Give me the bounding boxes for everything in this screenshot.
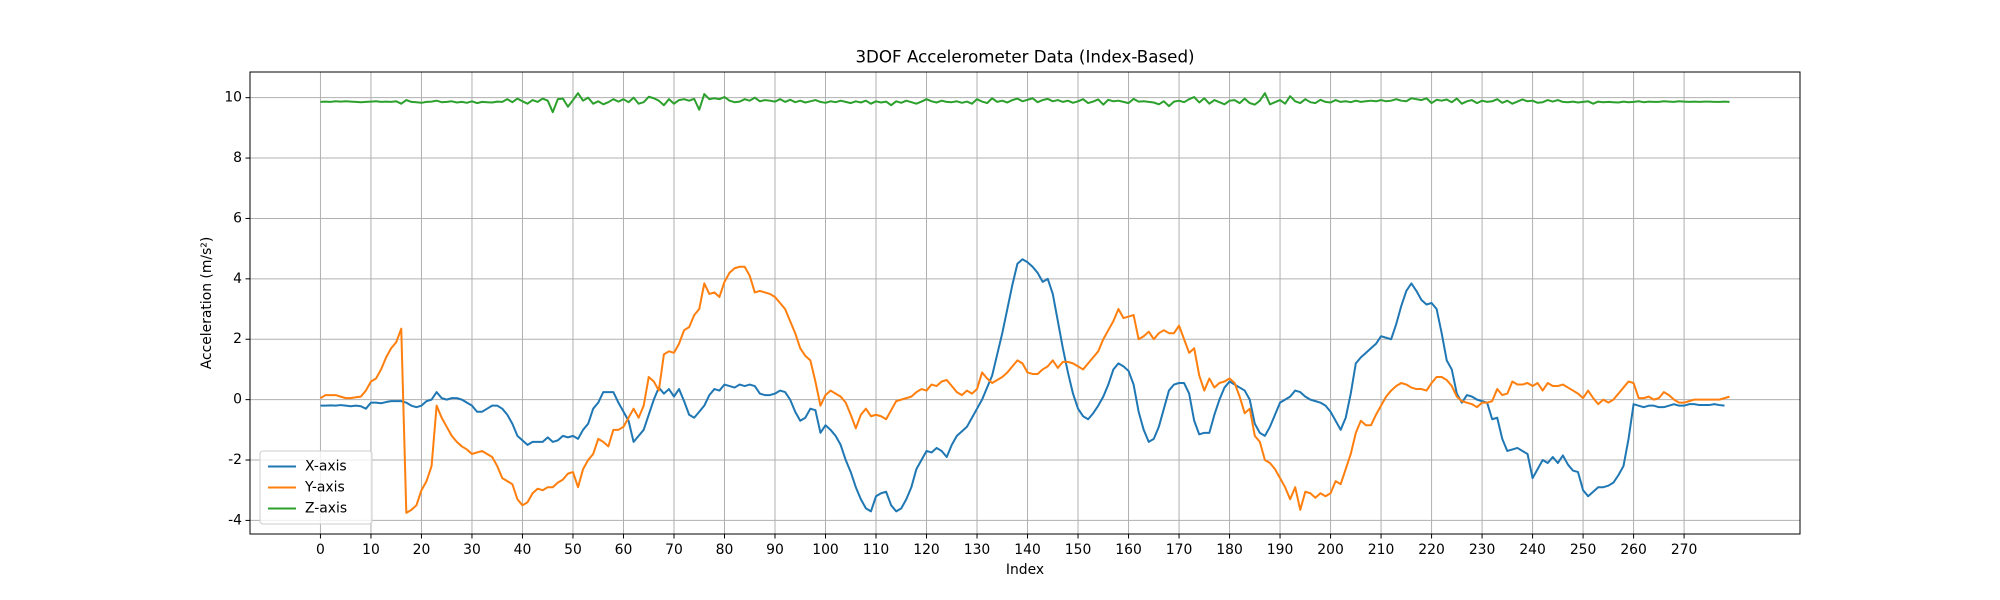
x-tick-label: 200 (1317, 542, 1344, 558)
y-tick-label: 4 (233, 271, 242, 287)
x-tick-label: 160 (1115, 542, 1142, 558)
x-tick-label: 140 (1014, 542, 1041, 558)
x-tick-label: 50 (564, 542, 582, 558)
legend-label: Z-axis (305, 501, 347, 517)
data-line (320, 258, 1725, 513)
data-line (320, 92, 1730, 114)
y-tick-label: -4 (228, 512, 242, 528)
x-tick-label: 170 (1166, 542, 1193, 558)
plot-frame (249, 71, 1801, 535)
legend: X-axis Y-axis Z-axis (259, 450, 373, 525)
x-tick-label: 180 (1216, 542, 1243, 558)
x-tick-label: 60 (615, 542, 633, 558)
y-tick-label: 8 (233, 150, 242, 166)
x-tick-label: 130 (964, 542, 991, 558)
x-tick-label: 120 (913, 542, 940, 558)
x-tick-label: 240 (1519, 542, 1546, 558)
x-tick-label: 210 (1368, 542, 1395, 558)
legend-box (259, 450, 373, 525)
x-tick-label: 260 (1620, 542, 1647, 558)
x-tick-label: 230 (1469, 542, 1496, 558)
legend-label: Y-axis (304, 480, 345, 496)
y-tick-label: -2 (228, 452, 242, 468)
y-tick-label: 6 (233, 210, 242, 226)
x-tick-label: 220 (1418, 542, 1445, 558)
x-tick-label: 80 (716, 542, 734, 558)
x-tick-label: 30 (463, 542, 481, 558)
x-tick-label: 70 (665, 542, 683, 558)
legend-label: X-axis (305, 459, 347, 475)
y-tick-label: 10 (224, 90, 242, 106)
y-tick-label: 2 (233, 331, 242, 347)
x-tick-label: 190 (1267, 542, 1294, 558)
x-axis-label: Index (1006, 562, 1044, 578)
x-tick-label: 20 (413, 542, 431, 558)
x-tick-label: 90 (766, 542, 784, 558)
x-tick-label: 250 (1570, 542, 1597, 558)
x-tick-label: 10 (362, 542, 380, 558)
data-line (319, 265, 1730, 514)
x-tick-label: 110 (863, 542, 890, 558)
x-tick-label: 270 (1671, 542, 1698, 558)
x-tick-label: 150 (1065, 542, 1092, 558)
y-tick-label: 0 (233, 392, 242, 408)
y-axis-label: Acceleration (m/s²) (199, 237, 215, 370)
x-tick-label: 40 (514, 542, 532, 558)
chart-title: 3DOF Accelerometer Data (Index-Based) (855, 47, 1194, 67)
x-tick-label: 100 (812, 542, 839, 558)
x-tick-label: 0 (316, 542, 325, 558)
